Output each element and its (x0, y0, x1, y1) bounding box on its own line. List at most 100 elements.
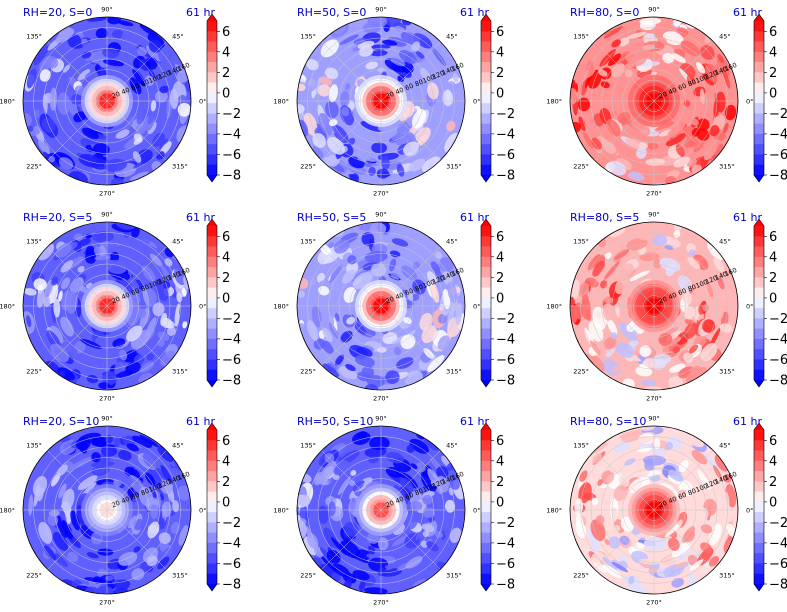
colorbar-tick-label: −2 (222, 107, 241, 122)
radial-tick-label: 40 (667, 291, 678, 302)
contour-blob (311, 305, 322, 328)
contour-blob (341, 269, 356, 284)
colorbar-tick-label: 2 (769, 475, 777, 490)
contour-blob (667, 537, 680, 551)
colorbar-segment (754, 72, 764, 83)
contour-blob (384, 336, 398, 343)
contour-blob (60, 260, 74, 273)
contour-blob (63, 64, 71, 73)
radial-tick-label: 40 (394, 291, 405, 302)
colorbar-segment (207, 460, 217, 472)
azimuth-tick-label: 225° (26, 163, 42, 171)
colorbar-tick-label: 4 (769, 45, 777, 60)
azimuth-tick-label: 0° (746, 507, 753, 515)
azimuth-tick-label: 225° (573, 163, 589, 171)
colorbar-tick-label: −4 (222, 536, 241, 551)
colorbar-tick-label: 2 (222, 271, 230, 286)
radial-tick-label: 60 (404, 287, 415, 298)
contour-blob (384, 17, 401, 27)
contour-blob (176, 292, 182, 303)
contour-blob (611, 39, 621, 48)
colorbar-segment (481, 82, 491, 94)
contour-blob (131, 226, 140, 239)
colorbar-tick-label: 2 (496, 475, 504, 490)
contour-blob (297, 104, 305, 114)
azimuth-tick-label: 45° (172, 237, 184, 245)
contour-blob (442, 271, 453, 285)
contour-blob (436, 466, 449, 479)
colorbar-segment (481, 226, 491, 237)
radial-tick-label: 20 (385, 499, 396, 510)
contour-blob (636, 436, 652, 444)
azimuth-tick-label: 45° (719, 237, 731, 245)
contour-blob (355, 150, 371, 162)
colorbar-tick-label: −8 (496, 374, 515, 389)
contour-blob (132, 68, 146, 87)
contour-blob (412, 261, 421, 269)
contour-blob (695, 62, 706, 74)
colorbar-tick-label: −6 (769, 148, 787, 163)
colorbar-segment (481, 460, 491, 472)
colorbar-tick-label: −8 (769, 578, 787, 593)
azimuth-tick-label: 90° (375, 211, 387, 219)
radial-tick-label: 40 (394, 86, 405, 97)
radial-tick-label: 40 (394, 495, 405, 506)
colorbar-segment (754, 31, 764, 42)
contour-blob (343, 521, 358, 537)
colorbar-segment (754, 21, 764, 32)
azimuth-tick-label: 315° (172, 163, 188, 171)
contour-blob (626, 32, 647, 39)
contour-blob (690, 275, 702, 289)
contour-blob (70, 510, 81, 531)
contour-blob (662, 52, 675, 64)
contour-blob (359, 46, 374, 57)
polar-frame (569, 425, 739, 595)
contour-blob (603, 261, 620, 280)
contour-blob (133, 546, 141, 553)
contour-blob (137, 308, 147, 319)
contour-blob (313, 146, 324, 158)
contour-blob (442, 89, 454, 107)
contour-blob (431, 113, 444, 129)
azimuth-tick-label: 270° (373, 190, 389, 198)
contour-blob (697, 469, 711, 490)
contour-blob (331, 124, 344, 142)
colorbar-tick-label: −8 (496, 169, 515, 184)
contour-blob (689, 559, 704, 571)
azimuth-tick-label: 135° (26, 237, 42, 245)
contour-blob (297, 494, 311, 507)
azimuth-tick-label: 0° (473, 303, 480, 311)
field-1 (23, 17, 191, 185)
contour-blob (636, 469, 650, 478)
contour-blob (328, 84, 338, 103)
contour-blob (339, 34, 359, 45)
colorbar-tick-label: 2 (222, 475, 230, 490)
colorbar-extend-max (207, 14, 217, 21)
contour-blob (139, 307, 150, 330)
azimuth-tick-label: 270° (99, 599, 115, 607)
azimuth-tick-label: 180° (0, 98, 15, 106)
colorbar-tick-label: 2 (496, 271, 504, 286)
colorbar-tick-label: 4 (769, 250, 777, 265)
contour-blob (693, 141, 704, 153)
grid-spoke (380, 509, 441, 570)
contour-blob (664, 524, 680, 538)
contour-blob (319, 76, 332, 86)
radial-tick-label: 20 (111, 499, 122, 510)
grid-spoke (47, 450, 108, 511)
colorbar-segment (481, 522, 491, 533)
azimuth-tick-label: 135° (300, 237, 316, 245)
radial-tick-label: 60 (404, 491, 415, 502)
azimuth-tick-label: 180° (0, 507, 15, 515)
contour-blob (66, 291, 78, 314)
contour-blob (71, 324, 86, 341)
contour-blob (133, 133, 143, 143)
contour-blob (93, 143, 110, 156)
contour-blob (77, 238, 91, 247)
contour-blob (653, 353, 672, 366)
contour-blob (182, 320, 188, 329)
contour-blob (658, 333, 673, 346)
colorbar: 6 4 2 0 −2 −4 −6 −8 (480, 218, 515, 389)
colorbar-tick-label: −4 (222, 127, 241, 142)
colorbar-tick-label: 6 (769, 25, 777, 40)
